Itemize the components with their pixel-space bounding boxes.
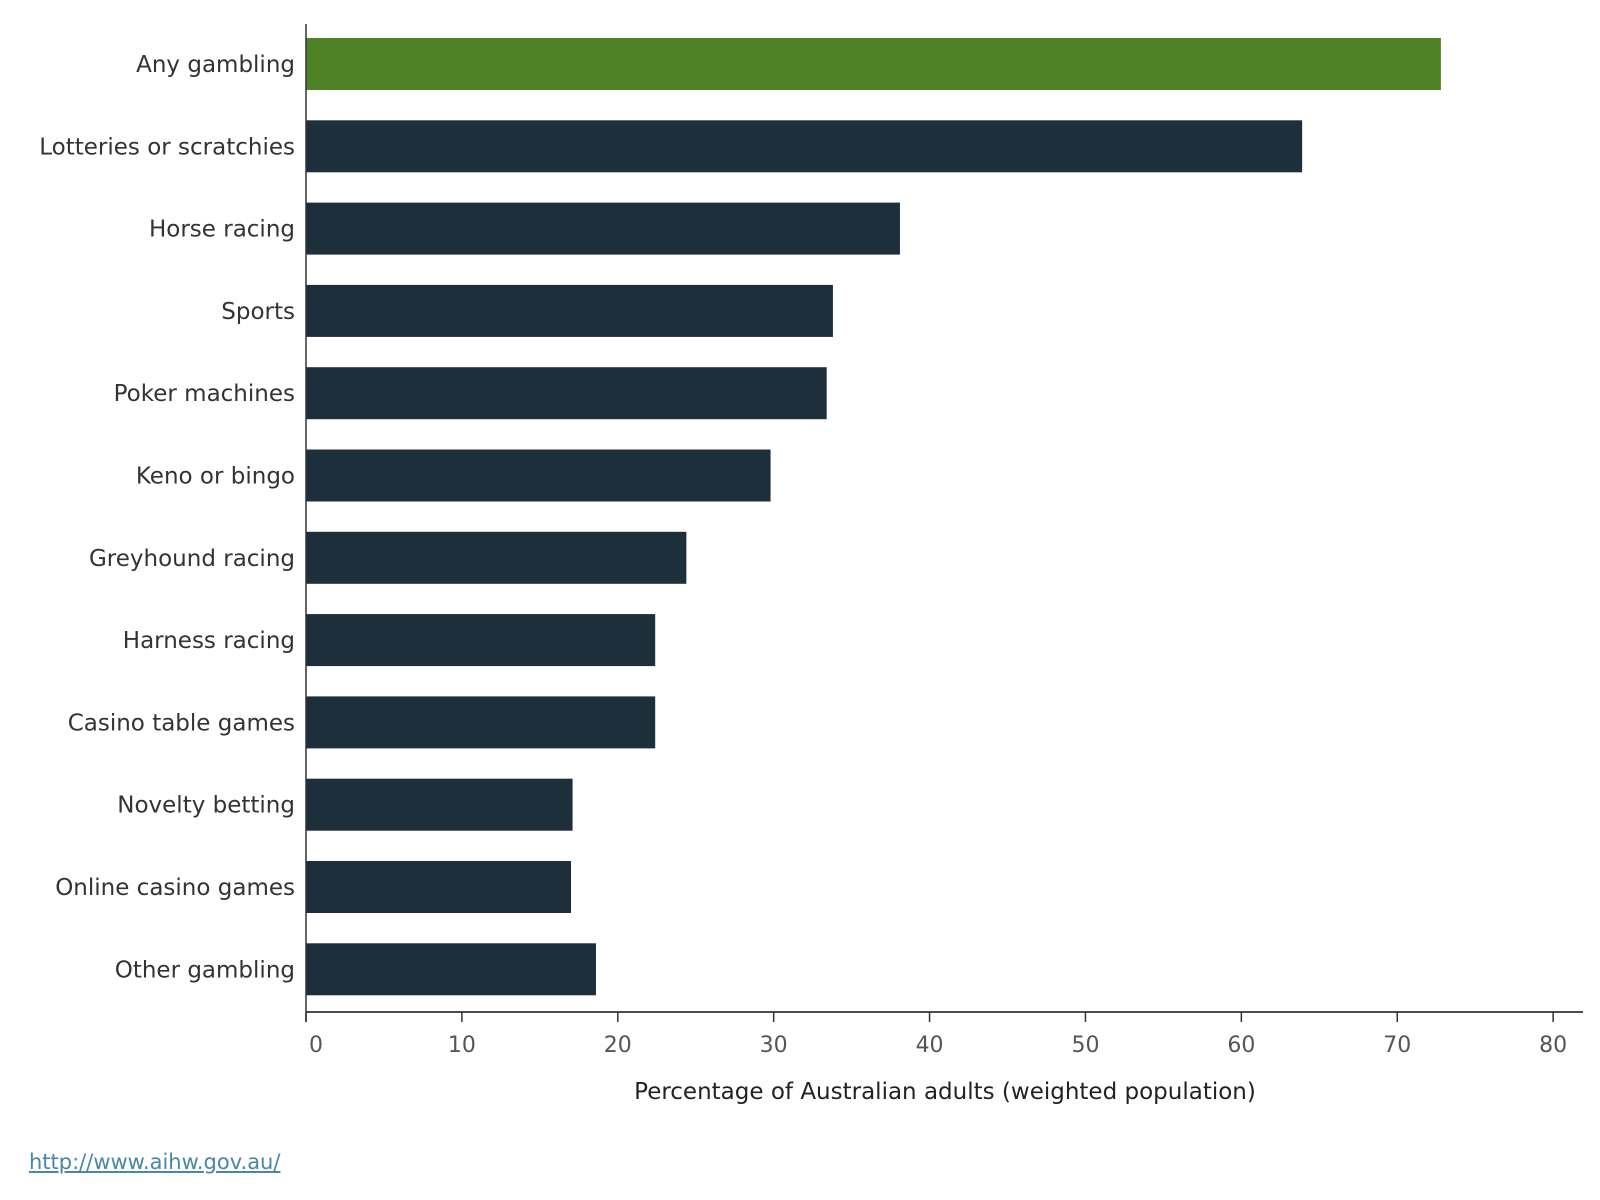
bar-any-gambling[interactable]: [306, 38, 1441, 90]
x-tick-label-20: 20: [604, 1033, 632, 1058]
x-axis-title: Percentage of Australian adults (weighte…: [634, 1079, 1256, 1105]
bar-lotteries-or-scratchies[interactable]: [306, 120, 1303, 173]
bar-sports[interactable]: [306, 284, 833, 337]
x-tick-label-0: 0: [309, 1033, 323, 1058]
bar-novelty-betting[interactable]: [306, 778, 573, 831]
category-label-horse-racing: Horse racing: [149, 217, 295, 243]
bar-greyhound-racing[interactable]: [306, 531, 687, 584]
category-label-any-gambling: Any gambling: [136, 52, 295, 78]
source-link[interactable]: http://www.aihw.gov.au/: [29, 1150, 281, 1174]
category-label-keno-or-bingo: Keno or bingo: [136, 464, 295, 490]
x-tick-label-40: 40: [916, 1033, 944, 1058]
category-label-online-casino-games: Online casino games: [55, 875, 295, 901]
axes: [305, 24, 1583, 1022]
bar-online-casino-games[interactable]: [306, 861, 572, 913]
category-label-greyhound-racing: Greyhound racing: [89, 546, 295, 572]
x-tick-label-60: 60: [1227, 1033, 1255, 1058]
bar-harness-racing[interactable]: [306, 614, 656, 667]
category-label-harness-racing: Harness racing: [123, 628, 295, 654]
x-tick-label-50: 50: [1071, 1033, 1099, 1058]
bar-other-gambling[interactable]: [306, 943, 596, 996]
x-tick-label-30: 30: [760, 1033, 788, 1058]
bar-keno-or-bingo[interactable]: [306, 449, 771, 502]
category-label-lotteries-or-scratchies: Lotteries or scratchies: [39, 134, 295, 160]
x-tick-label-80: 80: [1539, 1033, 1567, 1058]
category-label-other-gambling: Other gambling: [115, 957, 295, 983]
x-ticks: 0 10 20 30 40 50 60 70 80: [305, 1012, 1567, 1058]
category-label-poker-machines: Poker machines: [114, 381, 295, 407]
x-tick-label-70: 70: [1383, 1033, 1411, 1058]
category-label-sports: Sports: [221, 299, 295, 325]
category-label-novelty-betting: Novelty betting: [117, 793, 295, 819]
category-labels: Any gambling Lotteries or scratchies Horse…: [39, 52, 295, 983]
bars-layer: [306, 38, 1441, 996]
bar-horse-racing[interactable]: [306, 202, 900, 255]
x-tick-label-10: 10: [448, 1033, 476, 1058]
bar-casino-table-games[interactable]: [306, 696, 656, 749]
category-label-casino-table-games: Casino table games: [68, 710, 295, 736]
bar-poker-machines[interactable]: [306, 367, 827, 420]
